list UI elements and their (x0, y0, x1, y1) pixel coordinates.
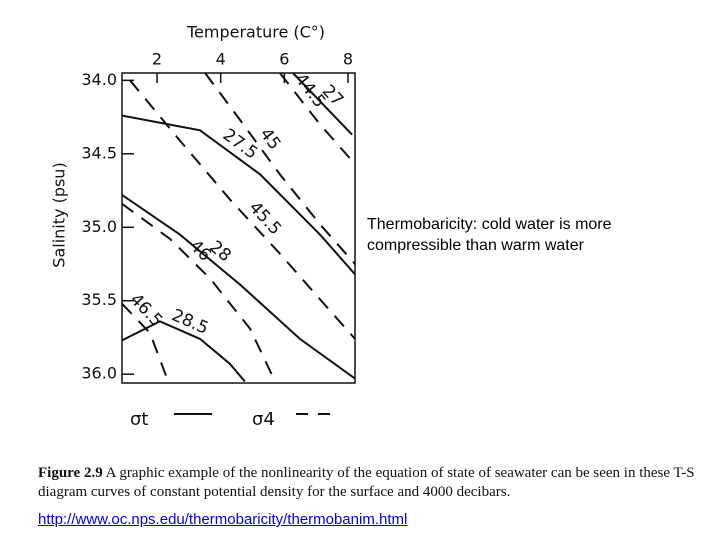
annotation: Thermobaricity: cold water is more compr… (367, 216, 612, 254)
x-tick-label: 4 (216, 50, 226, 69)
x-tick-label: 8 (343, 50, 353, 69)
contour-sigma4 (121, 303, 170, 382)
caption-text: A graphic example of the nonlinearity of… (38, 465, 695, 500)
y-axis-title: Salinity (psu) (50, 162, 69, 267)
y-tick-label: 36.0 (81, 364, 117, 383)
contour-label: 45.5 (245, 198, 285, 239)
contour-sigma4 (129, 79, 356, 340)
y-tick-label: 35.5 (81, 290, 117, 309)
y-tick-label: 34.0 (81, 70, 117, 89)
contour-sigma4 (121, 202, 277, 382)
y-tick-label: 34.5 (81, 143, 117, 162)
x-tick-label: 2 (152, 50, 162, 69)
contour-label: 45 (256, 125, 285, 154)
legend-label: σt (130, 409, 148, 430)
contour-sigma4 (204, 72, 356, 265)
contour-label: 46.5 (126, 290, 167, 331)
contour-sigmat (292, 72, 353, 136)
legend-label: σ4 (252, 409, 275, 430)
caption: Figure 2.9 A graphic example of the nonl… (38, 464, 718, 502)
source-link[interactable]: http://www.oc.nps.edu/thermobaricity/the… (38, 511, 408, 528)
contour-label: 27.5 (219, 125, 261, 163)
caption-label: Figure 2.9 (38, 465, 103, 481)
y-tick-label: 35.0 (81, 217, 117, 236)
x-axis-title: Temperature (C°) (186, 23, 325, 42)
contour-sigma4 (279, 72, 356, 165)
x-tick-label: 6 (279, 50, 289, 69)
contour-sigmat (121, 320, 246, 383)
contour-sigmat (121, 114, 356, 275)
contour-sigmat (121, 194, 356, 380)
